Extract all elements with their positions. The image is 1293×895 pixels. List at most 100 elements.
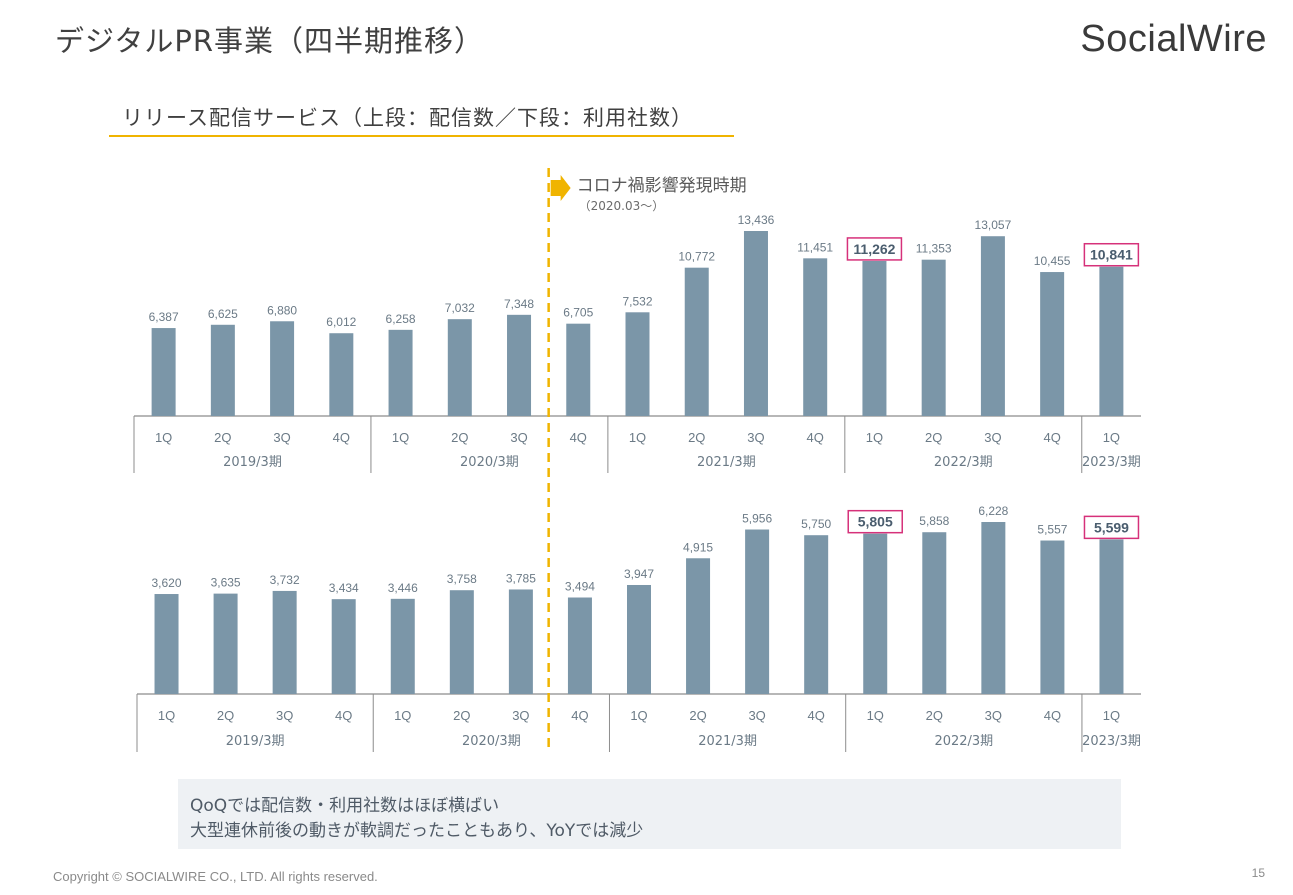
bar-0-1 [210, 324, 235, 416]
data-label-0-11: 11,451 [797, 240, 833, 254]
data-label-0-14: 13,057 [975, 218, 1012, 232]
bar-1-16 [1099, 539, 1124, 694]
bar-1-13 [922, 532, 947, 694]
bar-0-3 [329, 333, 354, 416]
data-label-1-7: 3,494 [565, 580, 595, 594]
category-label-0-13: 2Q [925, 430, 942, 445]
bar-1-3 [331, 599, 356, 694]
summary-note-line-2: 大型連休前後の動きが軟調だったこともあり、YoYでは減少 [190, 821, 644, 841]
bar-1-2 [272, 590, 297, 694]
covid-annotation-sublabel: （2020.03～） [579, 199, 665, 213]
category-label-1-10: 3Q [748, 708, 765, 723]
bar-1-1 [213, 593, 238, 694]
data-label-1-1: 3,635 [211, 576, 241, 590]
data-label-1-15: 5,557 [1037, 523, 1067, 537]
summary-note-line-1: QoQでは配信数・利用社数はほぼ横ばい [190, 796, 500, 816]
category-label-1-6: 3Q [512, 708, 529, 723]
data-label-0-9: 10,772 [678, 250, 715, 264]
page-number: 15 [1251, 866, 1265, 880]
category-label-0-11: 4Q [807, 430, 824, 445]
category-label-1-8: 1Q [630, 708, 647, 723]
group-label-1-1: 2020/3期 [462, 734, 521, 749]
data-label-0-6: 7,348 [504, 297, 534, 311]
data-label-0-2: 6,880 [267, 303, 297, 317]
group-label-0-4: 2023/3期 [1082, 455, 1141, 470]
category-label-1-7: 4Q [571, 708, 588, 723]
group-label-0-0: 2019/3期 [223, 455, 282, 470]
category-label-0-1: 2Q [214, 430, 231, 445]
copyright-footer: Copyright © SOCIALWIRE CO., LTD. All rig… [53, 869, 378, 884]
bar-1-10 [745, 529, 770, 694]
data-label-1-11: 5,750 [801, 517, 831, 531]
bar-1-12 [863, 533, 888, 694]
data-label-1-8: 3,947 [624, 567, 654, 581]
group-label-1-2: 2021/3期 [698, 734, 757, 749]
bar-0-8 [625, 312, 650, 416]
category-label-1-1: 2Q [217, 708, 234, 723]
bar-0-2 [270, 321, 295, 416]
data-label-0-0: 6,387 [149, 310, 179, 324]
category-label-0-15: 4Q [1043, 430, 1060, 445]
bar-0-16 [1099, 266, 1124, 416]
category-label-0-0: 1Q [155, 430, 172, 445]
bar-1-14 [981, 522, 1006, 694]
bar-0-4 [388, 329, 413, 416]
bar-0-5 [447, 319, 472, 416]
data-label-0-10: 13,436 [738, 213, 775, 227]
bar-1-7 [567, 597, 592, 694]
data-label-0-15: 10,455 [1034, 254, 1071, 268]
bar-1-11 [804, 535, 829, 694]
data-label-0-8: 7,532 [622, 294, 652, 308]
group-label-1-3: 2022/3期 [934, 734, 993, 749]
bar-0-7 [566, 323, 591, 416]
bar-1-15 [1040, 540, 1065, 694]
data-label-0-16: 10,841 [1090, 247, 1133, 263]
data-label-0-12: 11,262 [853, 241, 895, 257]
bar-0-10 [743, 231, 768, 416]
bar-1-9 [686, 558, 711, 694]
category-label-0-5: 2Q [451, 430, 468, 445]
bar-0-14 [980, 236, 1005, 416]
bar-0-15 [1040, 272, 1065, 416]
data-label-1-16: 5,599 [1094, 519, 1129, 535]
category-label-1-14: 3Q [985, 708, 1002, 723]
category-label-0-9: 2Q [688, 430, 705, 445]
section-title: リリース配信サービス（上段：配信数／下段：利用社数） [122, 106, 693, 130]
bar-0-12 [862, 260, 887, 416]
category-label-1-9: 2Q [689, 708, 706, 723]
data-label-1-4: 3,446 [388, 581, 418, 595]
highlight-box-1-12 [847, 509, 903, 534]
category-label-1-12: 1Q [867, 708, 884, 723]
bar-0-6 [507, 314, 532, 416]
highlight-box-0-16 [1083, 242, 1140, 267]
section-underline [109, 135, 734, 137]
category-label-1-3: 4Q [335, 708, 352, 723]
category-label-0-6: 3Q [510, 430, 527, 445]
category-label-1-11: 4Q [808, 708, 825, 723]
data-label-0-1: 6,625 [208, 307, 238, 321]
data-label-1-6: 3,785 [506, 571, 536, 585]
data-label-1-3: 3,434 [329, 581, 359, 595]
category-label-0-8: 1Q [629, 430, 646, 445]
category-label-0-3: 4Q [333, 430, 350, 445]
group-label-0-3: 2022/3期 [934, 455, 993, 470]
category-label-1-0: 1Q [158, 708, 175, 723]
category-label-0-16: 1Q [1103, 430, 1120, 445]
bar-0-11 [803, 258, 828, 416]
category-label-1-2: 3Q [276, 708, 293, 723]
data-label-1-0: 3,620 [152, 576, 182, 590]
category-label-0-12: 1Q [866, 430, 883, 445]
bar-0-0 [151, 328, 176, 416]
company-logo: SocialWire [1080, 18, 1267, 60]
data-label-1-9: 4,915 [683, 540, 713, 554]
data-label-0-13: 11,353 [916, 242, 952, 256]
bar-0-13 [921, 259, 946, 416]
data-label-1-2: 3,732 [270, 573, 300, 587]
category-label-0-4: 1Q [392, 430, 409, 445]
summary-note-box: QoQでは配信数・利用社数はほぼ横ばい 大型連休前後の動きが軟調だったこともあり… [178, 779, 1121, 849]
data-label-1-5: 3,758 [447, 572, 477, 586]
category-label-0-10: 3Q [747, 430, 764, 445]
group-label-0-1: 2020/3期 [460, 455, 519, 470]
page-title: デジタルPR事業（四半期推移） [55, 24, 485, 58]
group-label-0-2: 2021/3期 [697, 455, 756, 470]
